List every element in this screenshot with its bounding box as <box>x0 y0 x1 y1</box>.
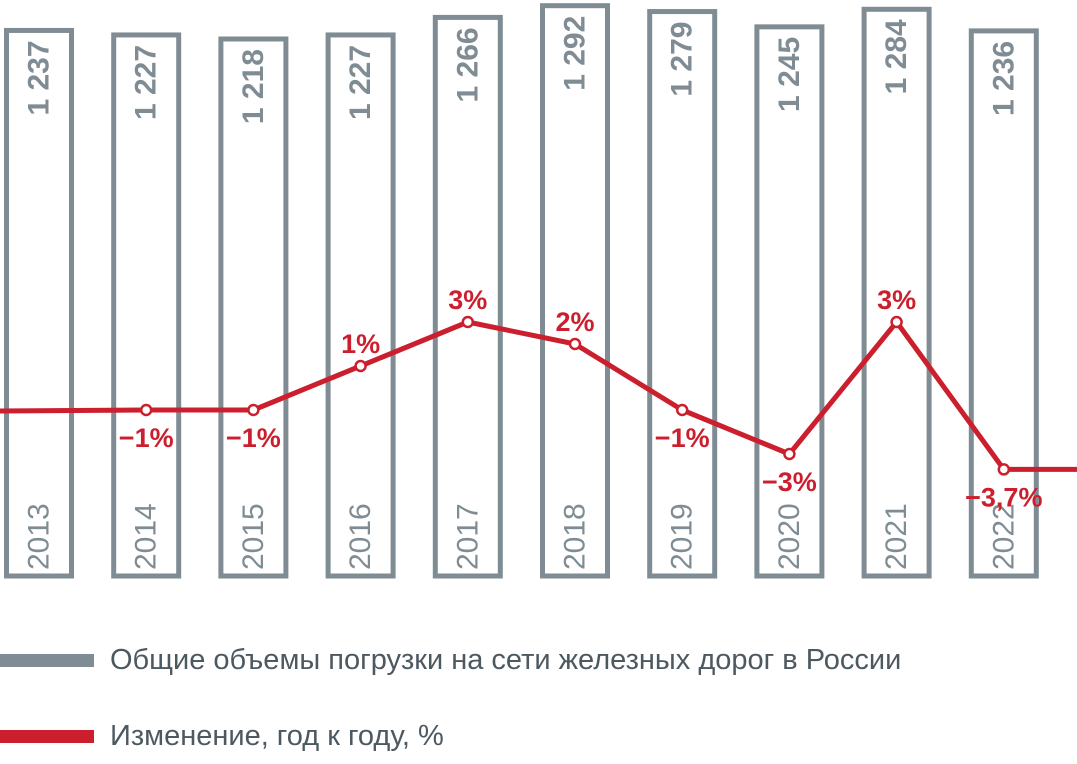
bar-value-label-2016: 1 227 <box>344 45 377 120</box>
change-label-2014: −1% <box>119 423 174 453</box>
change-point-2019 <box>675 403 689 417</box>
x-tick-label-2013: 2013 <box>23 503 56 570</box>
change-label-2022: −3,7% <box>965 482 1042 512</box>
x-tick-label-2020: 2020 <box>773 503 806 570</box>
bar-2017 <box>432 14 503 579</box>
bar-value-label-2013: 1 237 <box>23 40 56 115</box>
bar-value-label-2015: 1 218 <box>237 49 270 124</box>
change-point-2021 <box>890 315 903 329</box>
legend-label-loading: Общие объемы погрузки на сети железных д… <box>110 644 902 676</box>
bar-2016 <box>325 32 396 579</box>
x-tick-label-2018: 2018 <box>559 503 592 570</box>
bar-2018 <box>540 3 610 579</box>
x-tick-label-2016: 2016 <box>344 503 377 570</box>
legend-swatch-bar <box>0 654 94 667</box>
chart: 1 237 2013 1 227 2014 1 218 2015 1 227 2016 1 26… <box>0 3 1077 579</box>
bar-value-label-2020: 1 245 <box>773 37 806 112</box>
change-point-2018 <box>568 337 582 351</box>
bar-value-label-2014: 1 227 <box>130 45 163 120</box>
x-tick-label-2017: 2017 <box>451 503 484 570</box>
x-tick-label-2019: 2019 <box>666 503 699 570</box>
bar-2020 <box>754 24 825 579</box>
change-point-2016 <box>354 359 367 373</box>
x-tick-label-2021: 2021 <box>880 503 913 570</box>
bar-value-label-2018: 1 292 <box>559 16 592 91</box>
change-label-2020: −3% <box>762 467 817 497</box>
change-point-2014 <box>139 403 153 417</box>
change-label-2015: −1% <box>226 423 281 453</box>
change-point-2015 <box>247 403 260 417</box>
bars-group: 1 237 2013 1 227 2014 1 218 2015 1 227 2016 1 26… <box>4 3 1039 579</box>
change-label-2021: 3% <box>877 285 916 315</box>
bar-value-label-2021: 1 284 <box>880 19 913 94</box>
x-tick-label-2014: 2014 <box>130 503 163 570</box>
x-tick-label-2015: 2015 <box>237 503 270 570</box>
bar-2019 <box>647 9 718 579</box>
legend-swatch-line <box>0 730 94 743</box>
bar-2013 <box>4 27 74 579</box>
bar-2015 <box>218 36 289 579</box>
bar-value-label-2022: 1 236 <box>987 41 1020 116</box>
bar-value-label-2019: 1 279 <box>666 22 699 97</box>
bar-value-label-2017: 1 266 <box>451 27 484 102</box>
legend-item-loading: Общие объемы погрузки на сети железных д… <box>0 640 1077 680</box>
bar-2014 <box>111 32 182 579</box>
change-label-2016: 1% <box>341 329 380 359</box>
change-point-2020 <box>783 447 796 461</box>
change-line-group: −1% −1% 1% 3% 2% −1% −3% 3% −3,7% <box>0 285 1077 512</box>
legend-label-change: Изменение, год к году, % <box>110 720 444 752</box>
bar-2022 <box>968 28 1039 579</box>
change-label-2017: 3% <box>448 285 487 315</box>
change-label-2019: −1% <box>655 423 710 453</box>
change-point-2022 <box>997 463 1011 476</box>
legend-item-change: Изменение, год к году, % <box>0 716 1077 756</box>
change-point-2017 <box>461 315 475 329</box>
x-tick-label-2022: 2022 <box>987 503 1020 570</box>
change-label-2018: 2% <box>555 307 594 337</box>
bar-2021 <box>861 6 932 579</box>
